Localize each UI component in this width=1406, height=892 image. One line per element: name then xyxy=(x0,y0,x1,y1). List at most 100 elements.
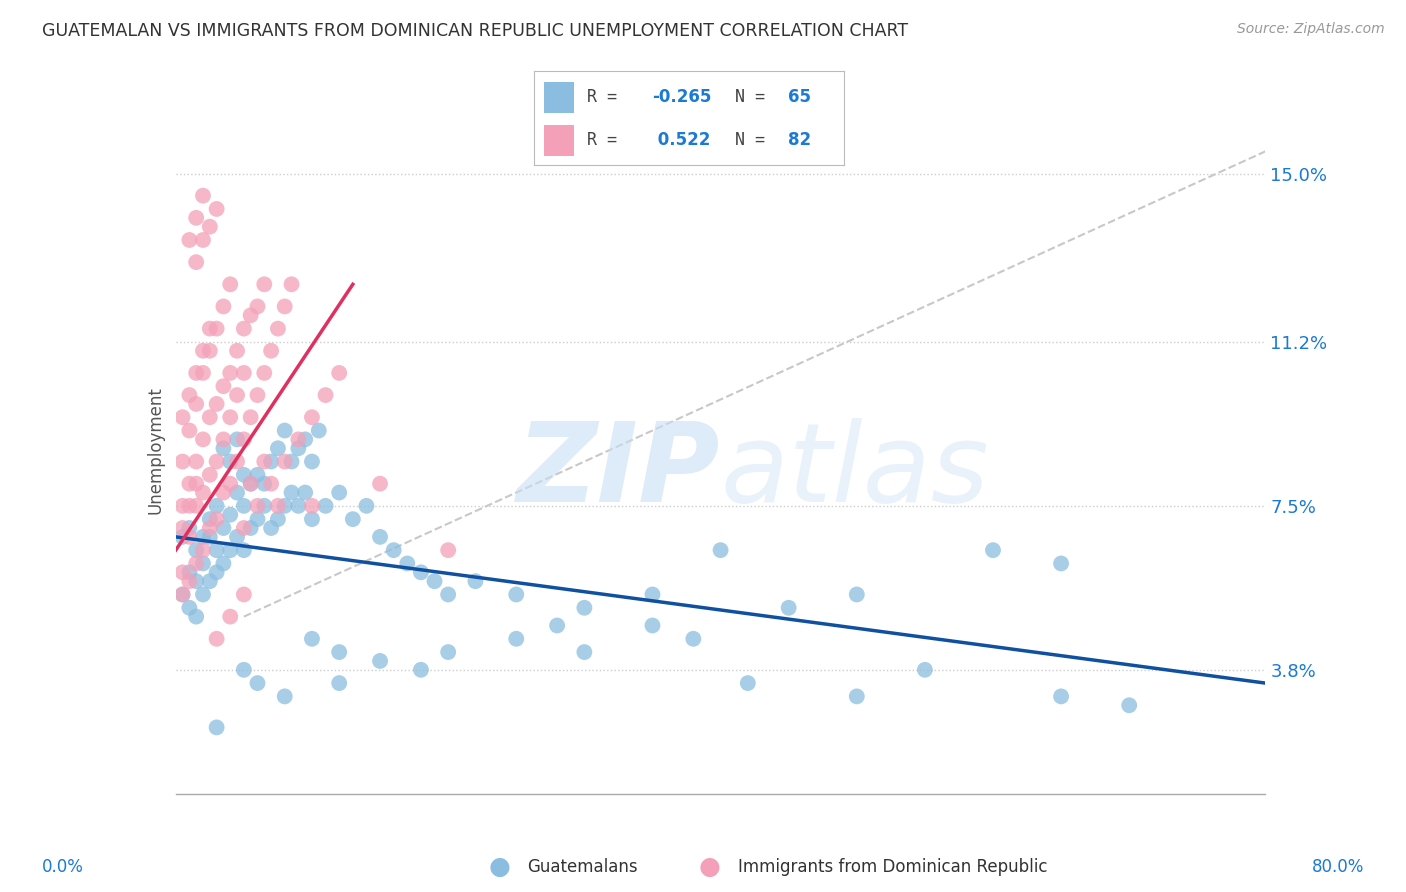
Point xyxy=(232,587,254,601)
Point xyxy=(267,442,290,456)
Point xyxy=(232,467,254,482)
Point xyxy=(191,343,214,358)
Point xyxy=(1050,557,1073,571)
Point xyxy=(356,499,378,513)
Point xyxy=(179,388,201,402)
Bar xyxy=(544,125,575,156)
Point xyxy=(226,530,249,544)
Point xyxy=(641,587,664,601)
Point xyxy=(280,485,302,500)
Point xyxy=(239,476,262,491)
Point xyxy=(198,530,221,544)
Point xyxy=(253,277,276,292)
Point xyxy=(186,557,208,571)
Point xyxy=(205,454,228,468)
Point xyxy=(308,424,330,438)
Point xyxy=(179,233,201,247)
Point xyxy=(191,485,214,500)
Point xyxy=(186,574,208,589)
Point xyxy=(232,663,254,677)
Point xyxy=(179,476,201,491)
Point xyxy=(191,433,214,447)
Point xyxy=(368,654,391,668)
Text: 0.0%: 0.0% xyxy=(42,858,84,876)
Point xyxy=(172,566,194,580)
Point xyxy=(682,632,704,646)
Point xyxy=(253,454,276,468)
Point xyxy=(267,499,290,513)
Point xyxy=(191,188,214,202)
Point xyxy=(198,410,221,425)
Point xyxy=(191,366,214,380)
Point xyxy=(198,321,221,335)
Point xyxy=(172,587,194,601)
Point xyxy=(179,566,201,580)
Point xyxy=(191,543,214,558)
Point xyxy=(287,442,309,456)
Point xyxy=(205,397,228,411)
Point xyxy=(315,499,337,513)
Point xyxy=(505,587,527,601)
Point xyxy=(219,410,242,425)
Point xyxy=(186,255,208,269)
Point xyxy=(287,433,309,447)
Point xyxy=(212,433,235,447)
Point xyxy=(368,530,391,544)
Point xyxy=(219,366,242,380)
Point xyxy=(198,219,221,234)
Text: Source: ZipAtlas.com: Source: ZipAtlas.com xyxy=(1237,22,1385,37)
Point xyxy=(198,467,221,482)
Point xyxy=(845,587,868,601)
Point xyxy=(232,433,254,447)
Text: atlas: atlas xyxy=(721,417,990,524)
Point xyxy=(641,618,664,632)
Point xyxy=(981,543,1004,558)
Point xyxy=(574,600,596,615)
Point xyxy=(205,632,228,646)
Text: ZIP: ZIP xyxy=(517,417,721,524)
Point xyxy=(172,499,194,513)
Point xyxy=(232,499,254,513)
Point xyxy=(253,499,276,513)
Point xyxy=(437,587,460,601)
Point xyxy=(246,499,269,513)
Point xyxy=(226,343,249,358)
Text: ●: ● xyxy=(488,855,510,879)
Point xyxy=(778,600,800,615)
Point xyxy=(464,574,486,589)
Point xyxy=(212,557,235,571)
Text: 65: 65 xyxy=(787,88,811,106)
Point xyxy=(301,454,323,468)
Point xyxy=(423,574,446,589)
Point xyxy=(301,512,323,526)
Point xyxy=(280,454,302,468)
Point xyxy=(186,366,208,380)
Point xyxy=(301,499,323,513)
Point xyxy=(226,454,249,468)
Point xyxy=(205,543,228,558)
Text: 80.0%: 80.0% xyxy=(1312,858,1364,876)
Bar xyxy=(544,82,575,112)
Point xyxy=(219,508,242,522)
Text: Immigrants from Dominican Republic: Immigrants from Dominican Republic xyxy=(738,858,1047,876)
Point xyxy=(328,645,350,659)
Point xyxy=(179,499,201,513)
Point xyxy=(315,388,337,402)
Point xyxy=(710,543,733,558)
Point xyxy=(191,233,214,247)
Text: N =: N = xyxy=(735,88,775,106)
Point xyxy=(294,433,316,447)
Point xyxy=(186,397,208,411)
Text: R =: R = xyxy=(586,131,627,149)
Point xyxy=(342,512,364,526)
Point xyxy=(219,277,242,292)
Point xyxy=(246,388,269,402)
Point xyxy=(260,476,283,491)
Point xyxy=(328,676,350,690)
Point xyxy=(219,609,242,624)
Point xyxy=(267,321,290,335)
Text: 0.522: 0.522 xyxy=(652,131,710,149)
Point xyxy=(191,587,214,601)
Point xyxy=(253,476,276,491)
Point xyxy=(205,566,228,580)
